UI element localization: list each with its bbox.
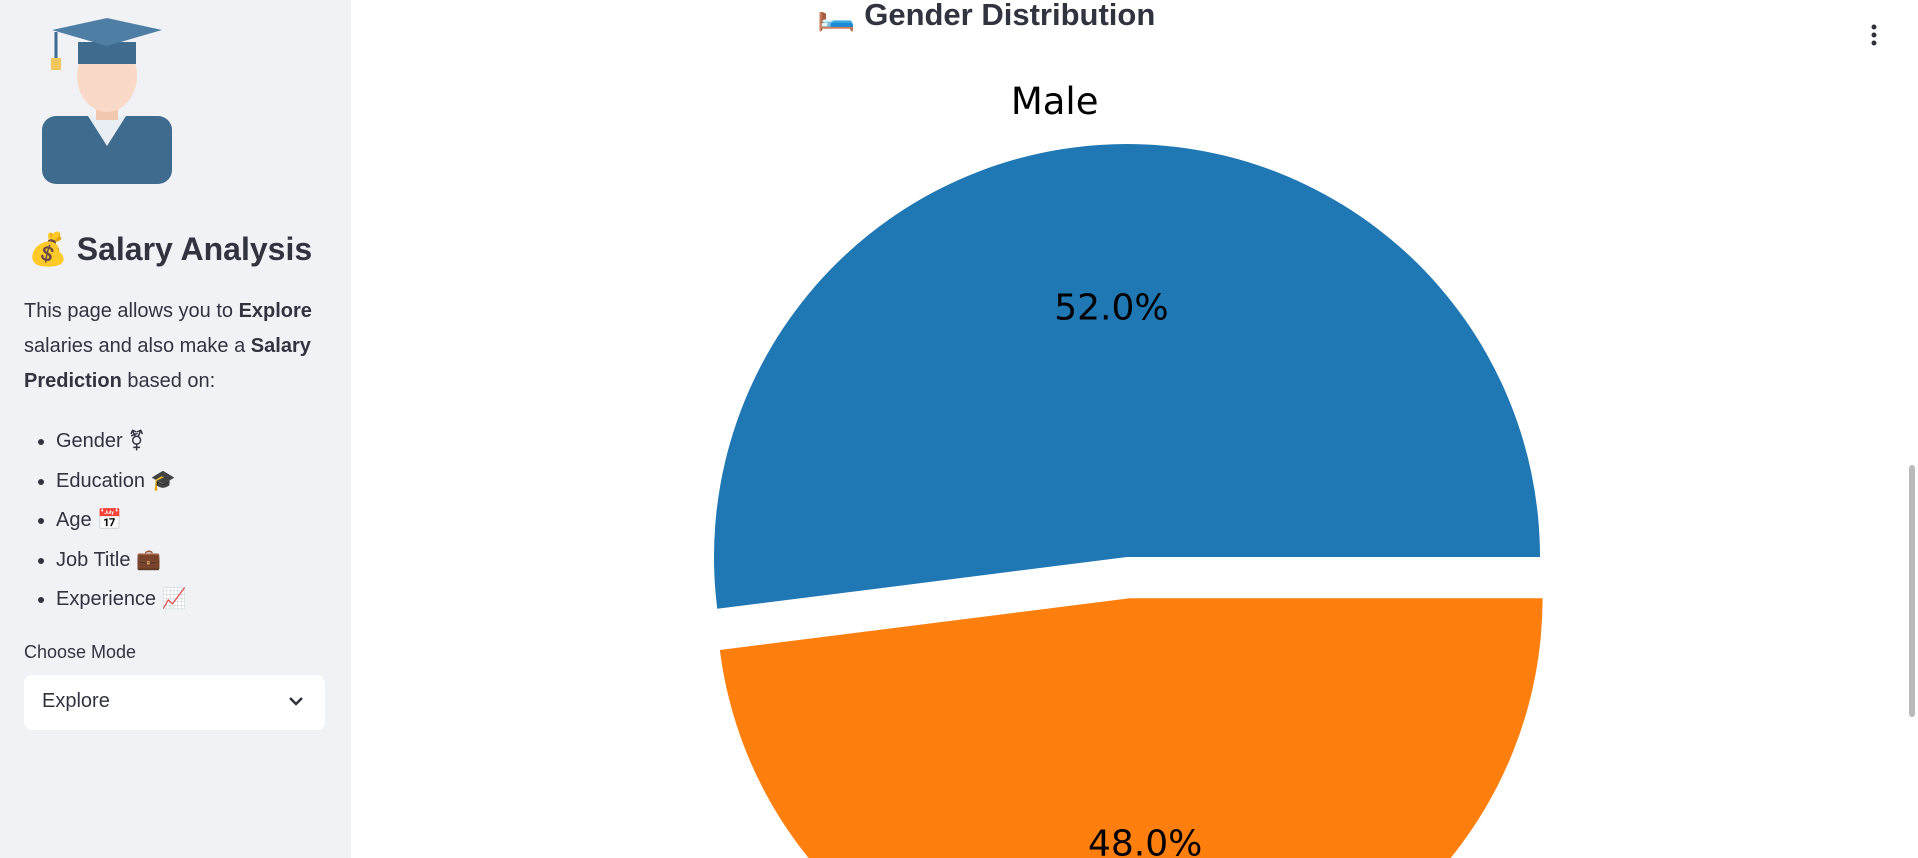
text: Salary Prediction xyxy=(24,335,311,392)
select-label: Choose Mode xyxy=(24,642,137,662)
list-item: Age 📅 xyxy=(56,501,187,541)
chevron xyxy=(289,697,303,706)
sidebar: 💰 Salary Analysis This page allows you t… xyxy=(0,0,351,858)
select-value: Explore xyxy=(42,690,110,712)
avatar-icon xyxy=(42,18,172,184)
slice-label: Male xyxy=(1011,80,1099,123)
pie-slice xyxy=(713,144,1540,609)
pie-slice xyxy=(719,598,1543,858)
menu-button[interactable] xyxy=(1868,24,1880,46)
slice-value-label: 52.0% xyxy=(1054,288,1168,329)
mode-select[interactable]: Explore xyxy=(24,675,325,730)
text: salaries and also make a xyxy=(24,335,251,357)
scrollbar xyxy=(1909,465,1915,717)
sidebar-title: 💰 Salary Analysis xyxy=(28,231,313,267)
list-item: Job Title 💼 xyxy=(56,541,187,581)
slice-value-label: 48.0% xyxy=(1088,824,1202,858)
section-header: 🛏️ Gender Distribution xyxy=(817,0,1156,32)
text: This page allows you to xyxy=(24,300,239,322)
text: Explore xyxy=(238,300,312,322)
text: based on: xyxy=(121,370,216,392)
description: This page allows you to Explore salaries… xyxy=(24,294,329,399)
list-item: Experience 📈 xyxy=(56,580,187,620)
list-item: Gender ⚧ xyxy=(56,422,187,462)
main: 🛏️ Gender Distribution Deploy xyxy=(351,0,1918,858)
list-item: Education 🎓 xyxy=(56,462,187,502)
feature-list: Gender ⚧ Education 🎓 Age 📅 Job Title 💼 E… xyxy=(24,422,187,620)
